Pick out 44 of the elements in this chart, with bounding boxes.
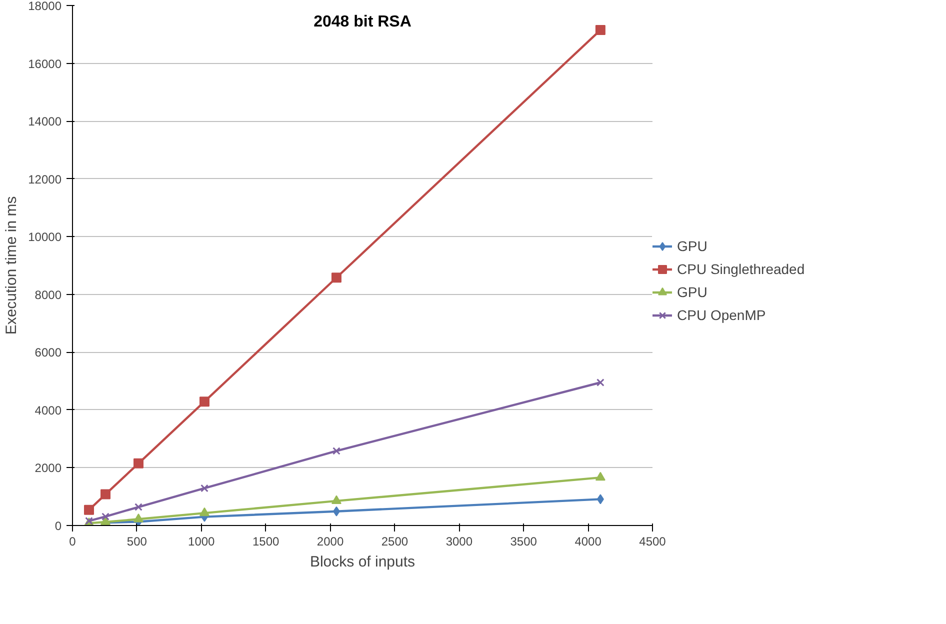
x-tick-label: 500 — [126, 534, 148, 548]
y-tick-label: 0 — [54, 519, 62, 533]
x-tick-label: 4000 — [574, 534, 602, 548]
point — [133, 513, 144, 522]
point — [199, 507, 210, 516]
text: 2048 bit RSA — [314, 13, 412, 30]
point — [84, 504, 94, 515]
point — [133, 458, 144, 468]
y-tick-label: 14000 — [28, 114, 62, 129]
point — [595, 472, 606, 481]
y-tick-label: 12000 — [28, 172, 62, 186]
y-tick-label: 16000 — [28, 56, 62, 71]
point — [331, 272, 342, 283]
legend-label: GPU — [677, 284, 708, 300]
point — [332, 447, 340, 455]
y-tick-label: 8000 — [34, 288, 62, 302]
y-tick-label: 4000 — [34, 403, 62, 418]
legend-label: GPU — [677, 238, 708, 254]
point — [200, 484, 208, 492]
x-tick-label: 0 — [69, 534, 76, 548]
legend-label: CPU Singlethreaded — [677, 261, 805, 277]
point — [134, 503, 142, 511]
x-tick-label: 1000 — [188, 534, 216, 548]
point — [199, 396, 210, 407]
x-tick-label: 3500 — [510, 534, 538, 548]
y-tick-label: 10000 — [28, 230, 62, 244]
y-tick-label: 18000 — [28, 0, 62, 13]
x-tick-label: 3000 — [446, 534, 473, 548]
point — [332, 506, 340, 516]
x-tick-label: 2500 — [381, 534, 408, 548]
point — [102, 512, 110, 520]
legend-label: CPU OpenMP — [677, 307, 766, 323]
y-tick-label: 6000 — [34, 346, 62, 360]
point — [100, 489, 110, 500]
point — [331, 495, 342, 504]
point — [596, 494, 604, 504]
point — [596, 378, 604, 386]
x-tick-label: 1500 — [252, 534, 280, 548]
y-axis-title: Execution time in ms — [3, 196, 20, 335]
x-tick-label: 4500 — [639, 534, 666, 548]
x-axis-title: Blocks of inputs — [310, 554, 416, 570]
point — [595, 25, 606, 36]
y-tick-label: 2000 — [34, 461, 62, 476]
x-tick-label: 2000 — [316, 534, 344, 548]
